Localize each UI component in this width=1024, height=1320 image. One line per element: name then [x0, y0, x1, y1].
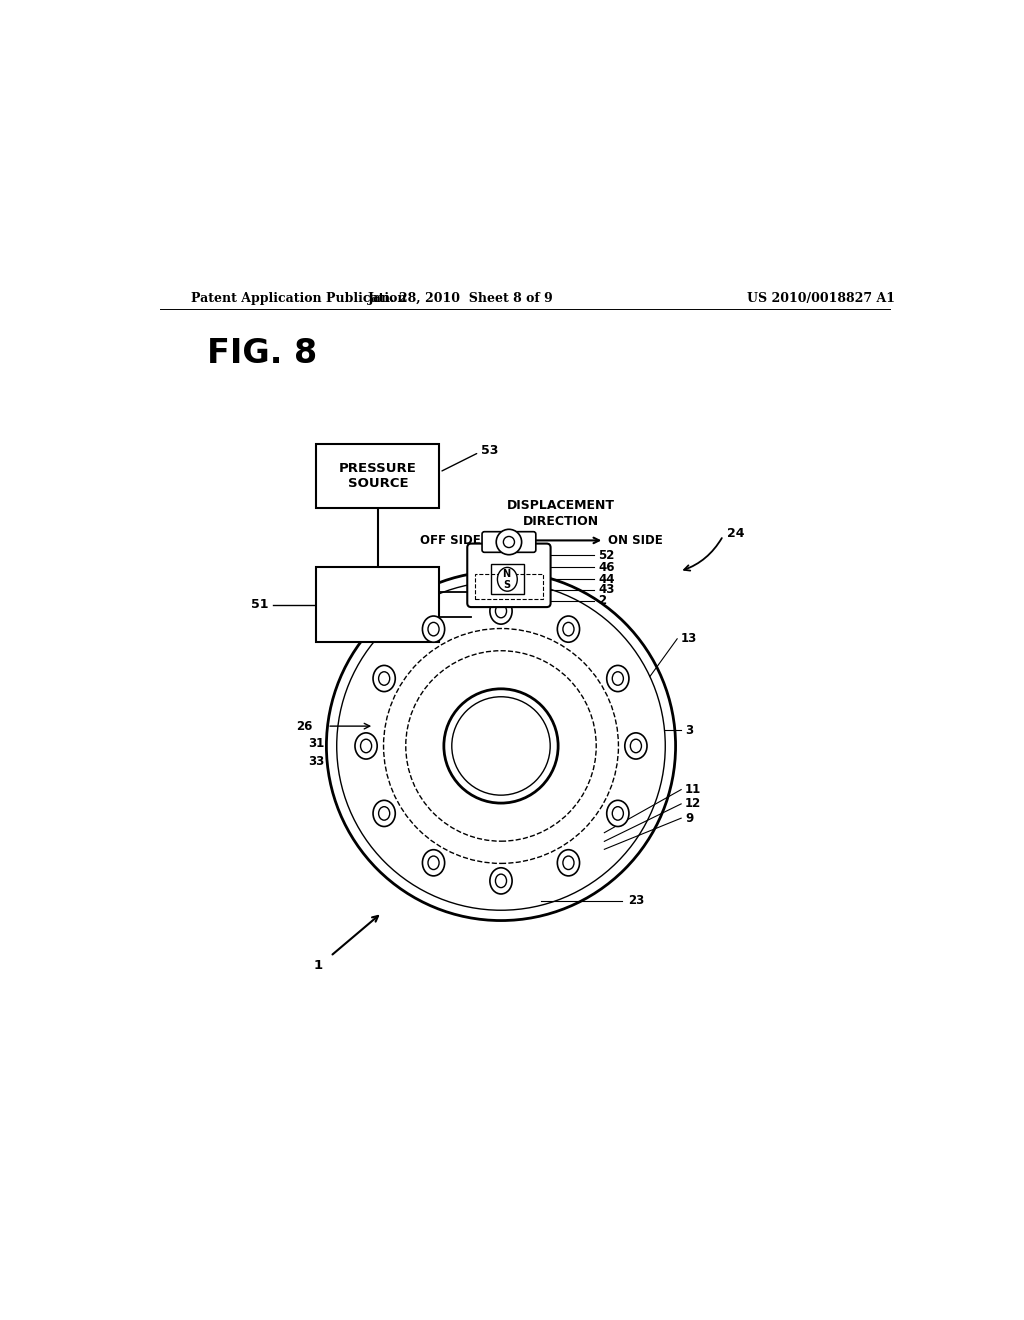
- Ellipse shape: [625, 733, 647, 759]
- Ellipse shape: [606, 800, 629, 826]
- Text: 46: 46: [598, 561, 614, 574]
- Text: 2: 2: [598, 594, 606, 607]
- Ellipse shape: [496, 605, 507, 618]
- Text: S: S: [503, 579, 510, 590]
- Text: 11: 11: [685, 783, 701, 796]
- Ellipse shape: [489, 598, 512, 624]
- Text: 12: 12: [685, 797, 701, 810]
- Circle shape: [504, 536, 514, 548]
- Text: ON SIDE: ON SIDE: [608, 533, 663, 546]
- Ellipse shape: [423, 850, 444, 876]
- Ellipse shape: [557, 850, 580, 876]
- Bar: [316, 445, 439, 508]
- Text: 26: 26: [297, 719, 313, 733]
- Text: 13: 13: [681, 632, 697, 645]
- Text: 23: 23: [628, 894, 644, 907]
- Ellipse shape: [489, 867, 512, 894]
- Text: 31: 31: [308, 737, 325, 750]
- Text: 24: 24: [727, 527, 744, 540]
- Ellipse shape: [379, 807, 390, 820]
- Ellipse shape: [423, 616, 444, 643]
- Text: FIG. 8: FIG. 8: [207, 337, 317, 370]
- Text: US 2010/0018827 A1: US 2010/0018827 A1: [748, 292, 895, 305]
- Ellipse shape: [428, 857, 439, 870]
- Text: Jan. 28, 2010  Sheet 8 of 9: Jan. 28, 2010 Sheet 8 of 9: [369, 292, 554, 305]
- Ellipse shape: [612, 807, 624, 820]
- Text: 9: 9: [685, 812, 693, 825]
- Circle shape: [327, 572, 676, 920]
- Ellipse shape: [612, 672, 624, 685]
- Ellipse shape: [498, 568, 517, 591]
- Text: Patent Application Publication: Patent Application Publication: [191, 292, 407, 305]
- FancyBboxPatch shape: [482, 532, 536, 552]
- Ellipse shape: [631, 739, 641, 752]
- Ellipse shape: [373, 800, 395, 826]
- Text: PRESSURE
SOURCE: PRESSURE SOURCE: [339, 462, 417, 490]
- Text: N: N: [503, 569, 511, 578]
- Ellipse shape: [557, 616, 580, 643]
- Text: 1: 1: [314, 960, 323, 973]
- Ellipse shape: [373, 665, 395, 692]
- Ellipse shape: [379, 672, 390, 685]
- Text: 33: 33: [308, 755, 325, 767]
- Ellipse shape: [360, 739, 372, 752]
- Text: DISPLACEMENT
DIRECTION: DISPLACEMENT DIRECTION: [507, 499, 614, 528]
- Bar: [490, 564, 524, 594]
- Text: 43: 43: [598, 583, 614, 597]
- Circle shape: [497, 529, 521, 554]
- Ellipse shape: [563, 622, 574, 636]
- Text: OFF SIDE: OFF SIDE: [421, 533, 481, 546]
- Text: 52: 52: [598, 549, 614, 562]
- Ellipse shape: [606, 665, 629, 692]
- Bar: [316, 568, 439, 643]
- Bar: [475, 574, 543, 599]
- Ellipse shape: [428, 622, 439, 636]
- Text: 51: 51: [251, 598, 269, 611]
- Text: 3: 3: [685, 723, 693, 737]
- Ellipse shape: [563, 857, 574, 870]
- Ellipse shape: [355, 733, 377, 759]
- Text: 44: 44: [598, 573, 614, 586]
- FancyBboxPatch shape: [467, 544, 551, 607]
- Ellipse shape: [496, 874, 507, 887]
- Text: 53: 53: [480, 445, 498, 457]
- Circle shape: [443, 689, 558, 803]
